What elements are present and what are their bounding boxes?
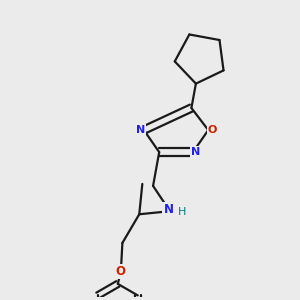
Text: N: N bbox=[136, 125, 146, 135]
Text: N: N bbox=[164, 203, 173, 216]
Text: N: N bbox=[191, 147, 201, 157]
Text: O: O bbox=[208, 125, 217, 135]
Text: O: O bbox=[116, 265, 126, 278]
Text: H: H bbox=[177, 207, 186, 217]
